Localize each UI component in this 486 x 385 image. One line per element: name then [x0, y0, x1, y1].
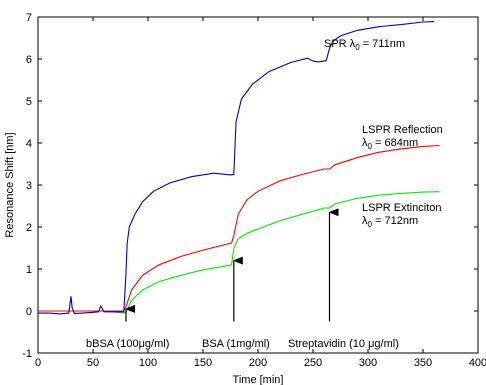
- annotations: [125, 208, 339, 322]
- label-spr: SPR λ0 = 711nm: [324, 38, 405, 52]
- label-lspr-reflection-line1: LSPR Reflection: [362, 124, 443, 136]
- x-tick-label: 150: [194, 357, 212, 369]
- series-line-0: [38, 21, 435, 315]
- annotation-bsa: BSA (1mg/ml): [202, 338, 270, 350]
- y-tick-label: 1: [26, 264, 32, 276]
- x-tick-label: 250: [304, 357, 322, 369]
- x-tick-label: 400: [469, 357, 486, 369]
- annotation-bbsa: bBSA (100μg/ml): [86, 338, 169, 350]
- label-lspr-reflection-line2: λ0 = 684nm: [362, 137, 418, 151]
- x-tick-label: 350: [414, 357, 432, 369]
- x-tick-label: 100: [139, 357, 157, 369]
- label-lspr-extinction-line1: LSPR Extinciton: [362, 202, 441, 214]
- y-axis-label: Resonance Shift [nm]: [4, 132, 16, 237]
- series-line-1: [38, 144, 440, 312]
- x-tick-label: 0: [35, 357, 41, 369]
- y-tick-label: 2: [26, 222, 32, 234]
- x-tick-label: 50: [87, 357, 99, 369]
- annotation-streptavidin: Streptavidin (10 μg/ml): [288, 338, 399, 350]
- y-tick-label: 5: [26, 96, 32, 108]
- y-tick-label: 4: [26, 138, 32, 150]
- x-tick-label: 200: [249, 357, 267, 369]
- y-tick-label: -1: [22, 348, 32, 360]
- series-group: [38, 21, 440, 315]
- y-tick-label: 7: [26, 12, 32, 24]
- x-axis-label: Time [min]: [233, 374, 284, 385]
- series-labels: SPR λ0 = 711nm LSPR Reflection λ0 = 684n…: [86, 38, 443, 350]
- plot-frame: [37, 16, 479, 354]
- x-tick-label: 300: [359, 357, 377, 369]
- y-tick-label: 3: [26, 180, 32, 192]
- y-tick-label: 0: [26, 306, 32, 318]
- y-tick-label: 6: [26, 54, 32, 66]
- label-lspr-extinction-line2: λ0 = 712nm: [362, 215, 418, 229]
